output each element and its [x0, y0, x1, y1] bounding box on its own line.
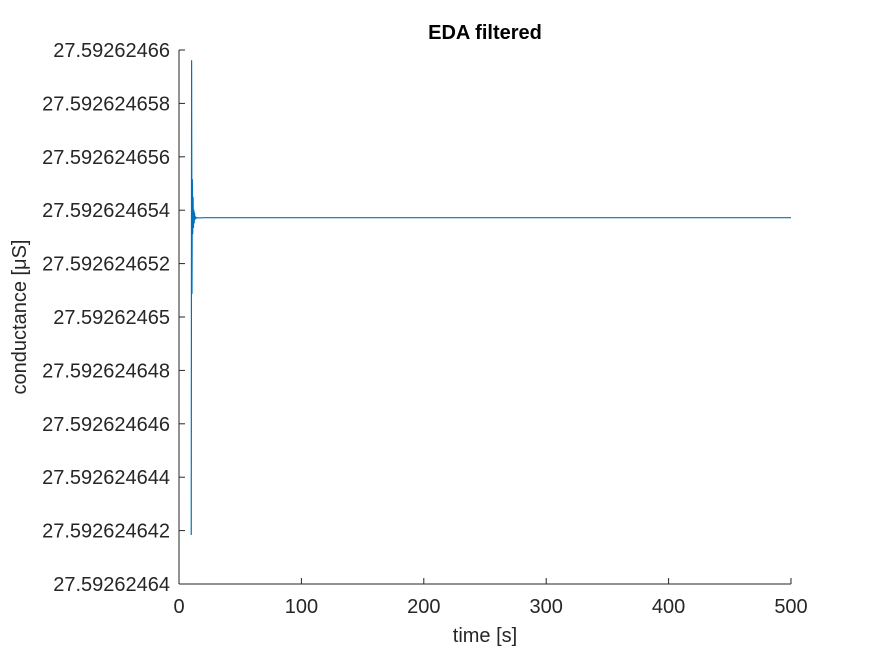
- y-tick-label: 27.59262466: [53, 40, 170, 62]
- series-layer: [190, 60, 791, 536]
- x-tick-label: 500: [774, 596, 807, 618]
- y-tick-label: 27.592624652: [42, 254, 170, 276]
- y-tick-label: 27.592624642: [42, 521, 170, 543]
- y-tick-label: 27.592624644: [42, 467, 170, 489]
- series-line: [190, 60, 791, 536]
- y-axis-label: conductance [μS]: [9, 240, 31, 395]
- y-tick-label: 27.592624658: [42, 93, 170, 115]
- y-tick-label: 27.592624648: [42, 360, 170, 382]
- x-tick-label: 400: [652, 596, 685, 618]
- y-tick-label: 27.592624646: [42, 414, 170, 436]
- y-tick-label: 27.59262465: [53, 307, 170, 329]
- x-tick-label: 300: [530, 596, 563, 618]
- y-tick-label: 27.592624656: [42, 147, 170, 169]
- x-axis-label: time [s]: [453, 625, 517, 647]
- y-ticks: 27.59262464 27.592624642 27.592624644 27.59…: [42, 40, 185, 596]
- plot-area: [179, 50, 791, 584]
- x-tick-label: 0: [173, 596, 184, 618]
- x-tick-label: 200: [407, 596, 440, 618]
- chart-title: EDA filtered: [428, 22, 542, 44]
- x-tick-label: 100: [285, 596, 318, 618]
- y-tick-label: 27.592624654: [42, 200, 170, 222]
- x-ticks: 0 100 200 300 400 500: [173, 578, 808, 618]
- y-tick-label: 27.59262464: [53, 574, 170, 596]
